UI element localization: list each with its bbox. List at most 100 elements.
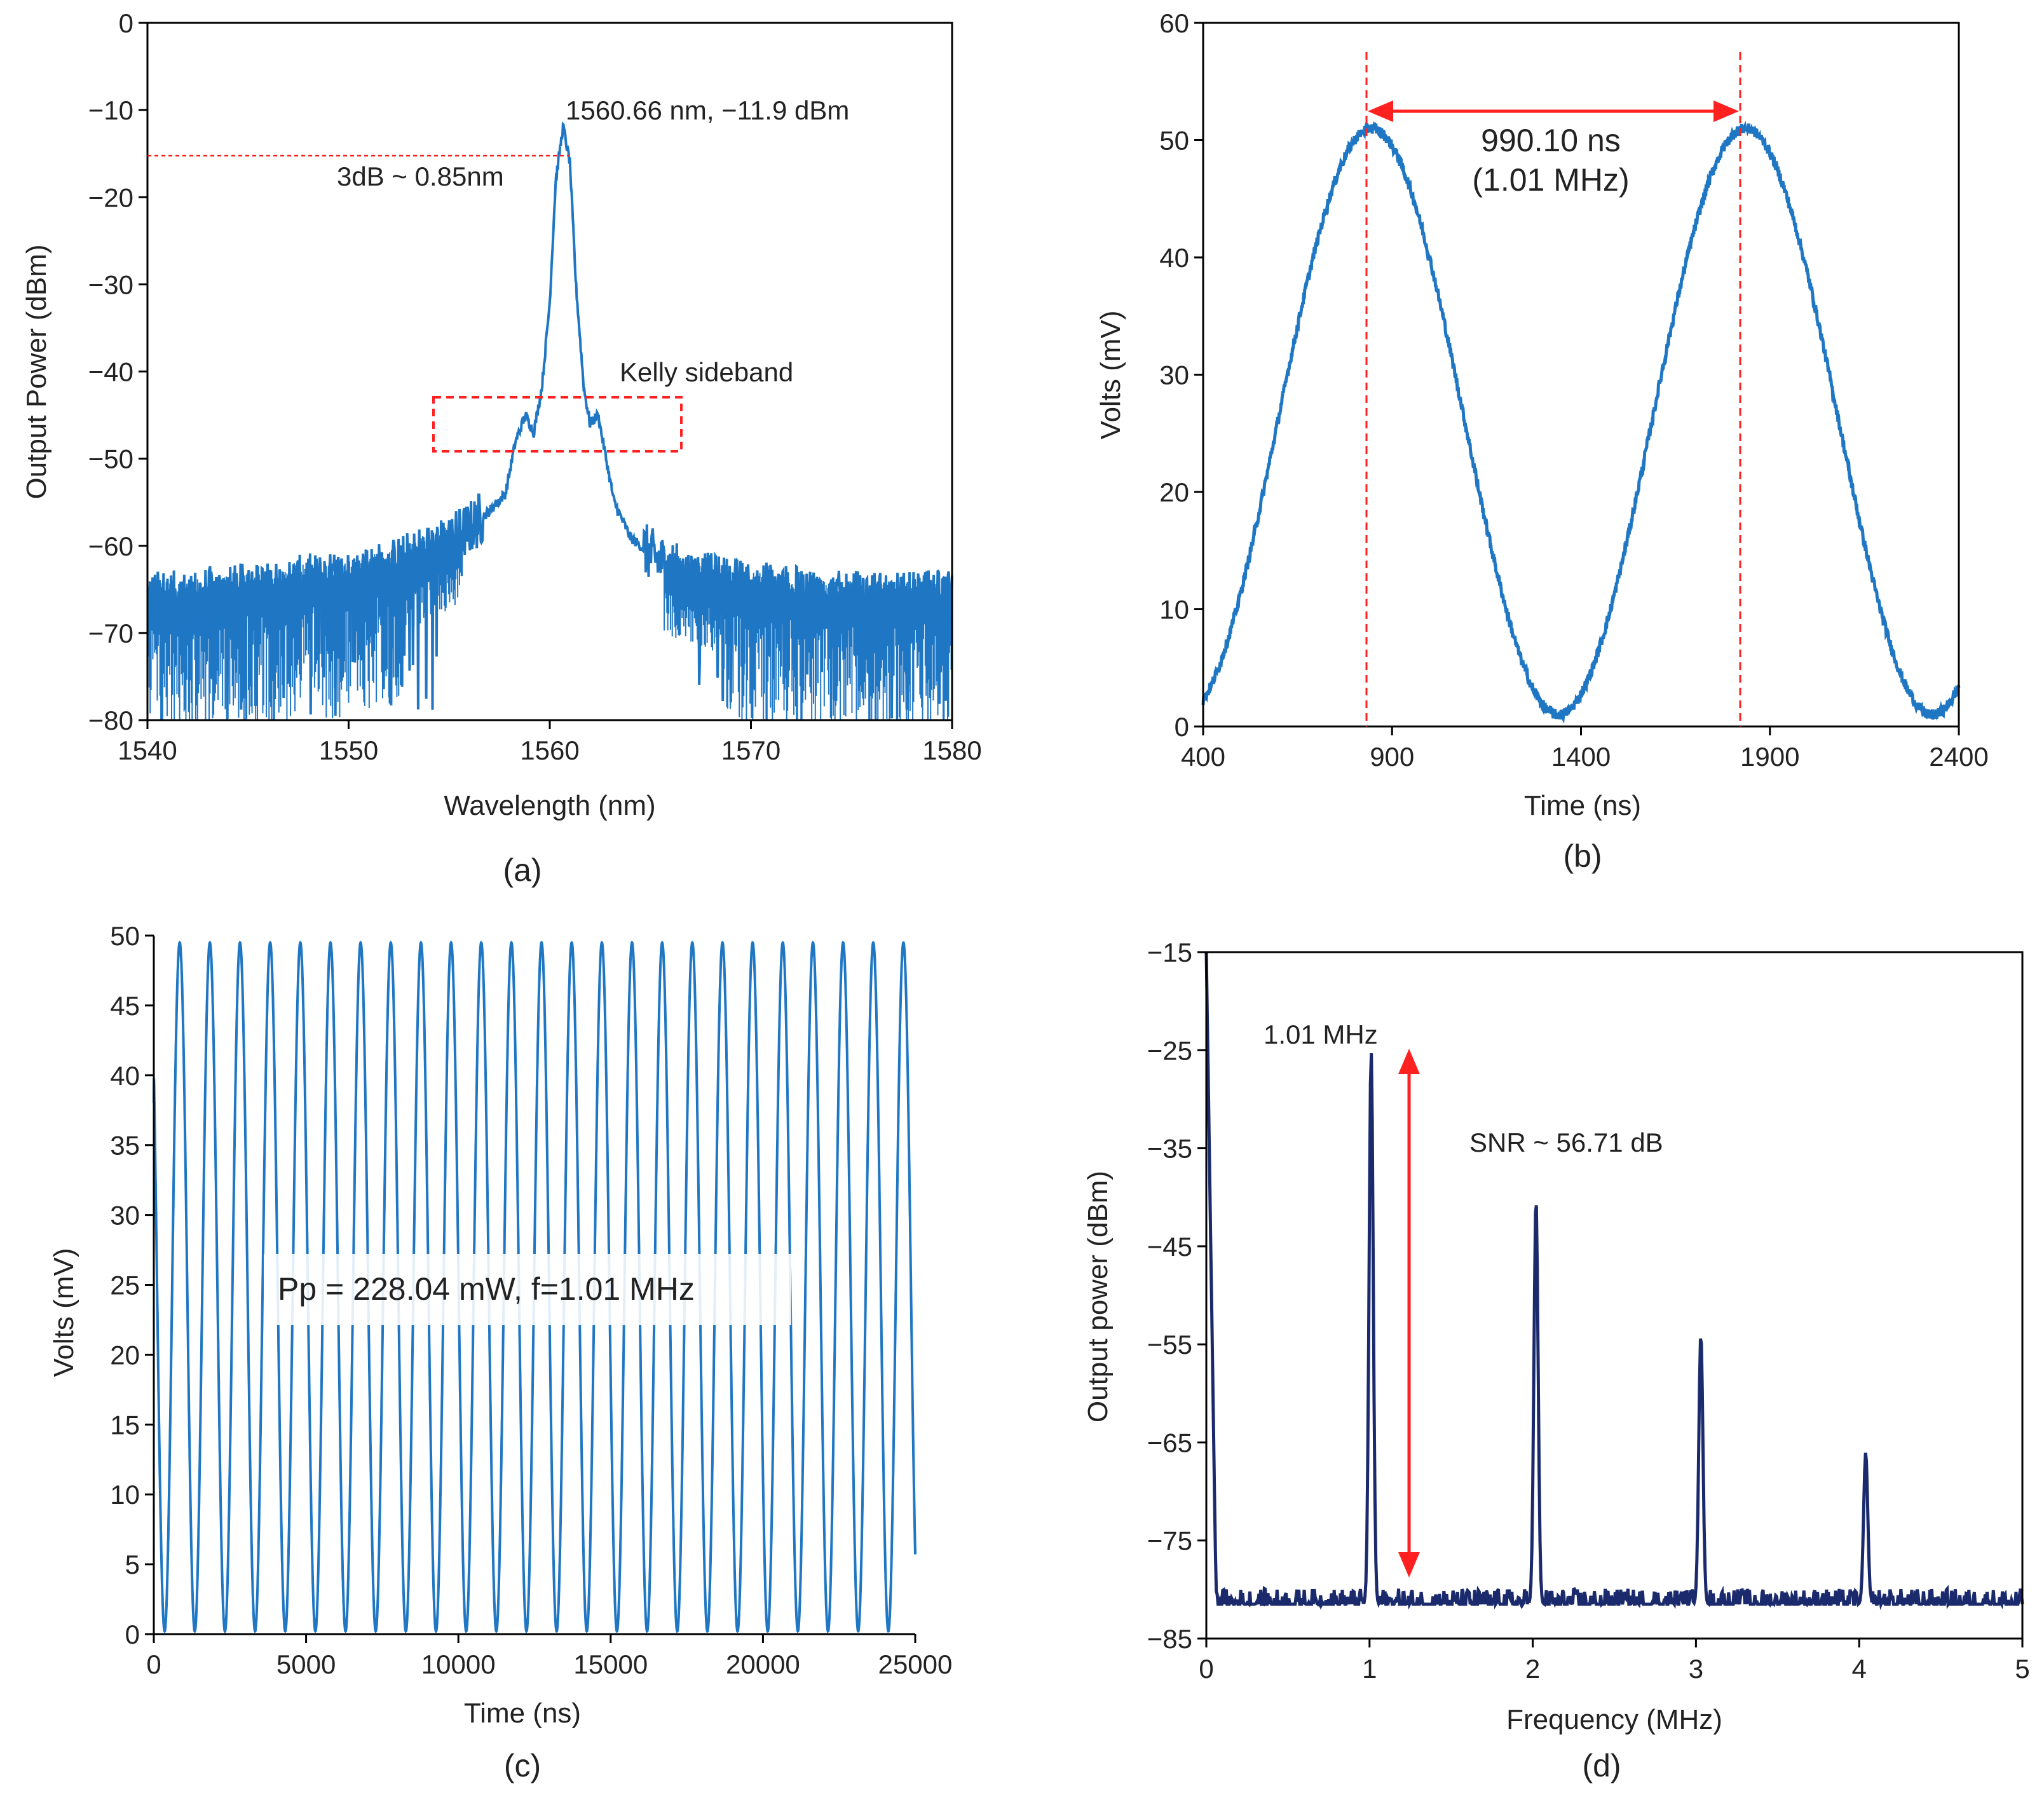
panel-a-y-tick-label: −60 (88, 531, 133, 561)
panel-a-y-tick-label: 0 (119, 8, 133, 38)
panel-a-y-tick-label: −70 (88, 618, 133, 648)
panel-a-peak-annotation: 1560.66 nm, −11.9 dBm (566, 95, 849, 125)
panel-a-y-axis-title: Output Power (dBm) (21, 244, 52, 499)
panel-b-frequency-annotation: (1.01 MHz) (1472, 162, 1629, 198)
panel-d-x-ticks: 0 1 2 3 4 5 (1199, 1639, 2030, 1684)
panel-b-y-tick-label: 60 (1159, 8, 1189, 38)
panel-a-label: (a) (503, 852, 542, 888)
panel-d-snr-annotation: SNR ~ 56.71 dB (1469, 1128, 1663, 1157)
panel-d-arrowhead-top (1398, 1049, 1420, 1074)
panel-d-x-tick-label: 2 (1525, 1654, 1540, 1684)
panel-c-y-tick-label: 40 (110, 1061, 140, 1091)
panel-b-y-axis-title: Volts (mV) (1095, 311, 1126, 440)
panel-c-y-axis-title: Volts (mV) (48, 1248, 79, 1377)
panel-c-label: (c) (504, 1748, 541, 1783)
panel-a-y-tick-label: −10 (88, 95, 133, 125)
panel-c-y-tick-label: 30 (110, 1201, 140, 1231)
panel-d-trace (1204, 951, 2024, 1611)
panel-b-arrowhead-left (1368, 100, 1393, 122)
panel-c-y-tick-label: 0 (125, 1619, 140, 1649)
panel-b-x-tick-label: 1400 (1551, 742, 1611, 772)
panel-d-plot-frame (1205, 951, 2024, 1640)
panel-b-y-tick-label: 0 (1175, 712, 1189, 742)
panel-c-y-tick-label: 25 (110, 1271, 140, 1300)
panel-c-x-axis-title: Time (ns) (464, 1698, 581, 1729)
panel-c-trace (153, 940, 916, 1634)
panel-a-3db-annotation: 3dB ~ 0.85nm (337, 161, 504, 191)
panel-b-y-tick-label: 20 (1159, 477, 1189, 507)
panel-d-y-ticks: −15 −25 −35 −45 −55 −65 −75 −85 (1147, 938, 1206, 1654)
panel-b-x-ticks: 400 900 1400 1900 2400 (1181, 726, 1989, 772)
panel-a-x-tick-label: 1540 (118, 735, 177, 765)
panel-c-y-tick-label: 20 (110, 1340, 140, 1370)
panel-a-x-ticks: 1540 1550 1560 1570 1580 (118, 720, 982, 765)
panel-c-x-ticks: 0 5000 10000 15000 20000 25000 (146, 1634, 952, 1679)
panel-a-kelly-annotation: Kelly sideband (620, 357, 793, 387)
panel-d-x-tick-label: 1 (1362, 1654, 1377, 1684)
panel-c-x-tick-label: 0 (146, 1649, 161, 1679)
panel-a-x-tick-label: 1570 (721, 735, 780, 765)
panel-c-x-tick-label: 5000 (276, 1649, 336, 1679)
panel-a-y-ticks: 0 −10 −20 −30 −40 −50 −60 −70 −80 (88, 8, 147, 735)
panel-b-y-ticks: 0 10 20 30 40 50 60 (1159, 8, 1203, 742)
panel-c-y-ticks: 0 5 10 15 20 25 30 35 40 45 50 (110, 921, 154, 1649)
panel-a-x-tick-label: 1580 (922, 735, 981, 765)
panel-c-y-tick-label: 45 (110, 991, 140, 1021)
panel-a-trace (146, 121, 953, 719)
panel-d-y-axis-title: Output power (dBm) (1082, 1171, 1114, 1422)
panel-b-arrowhead-right (1714, 100, 1739, 122)
panel-d-x-tick-label: 3 (1689, 1654, 1703, 1684)
panel-d-arrowhead-bottom (1398, 1552, 1420, 1578)
panel-a: 0−10−20−30−40−50−60−70−80 1540 1550 1560 15… (21, 8, 982, 888)
panel-b-label: (b) (1563, 838, 1602, 874)
panel-a-x-tick-label: 1560 (520, 735, 579, 765)
panel-c-y-tick-label: 5 (125, 1550, 140, 1579)
panel-d: −15 −25 −35 −45 −55 −65 −75 −85 0 1 2 3 4 5 Frequenc… (1082, 938, 2030, 1783)
panel-c-x-tick-label: 10000 (421, 1649, 496, 1679)
panel-b-x-tick-label: 2400 (1929, 742, 1988, 772)
panel-a-y-tick-label: −20 (88, 182, 133, 212)
panel-d-y-tick-label: −75 (1147, 1526, 1192, 1556)
panel-d-x-tick-label: 4 (1852, 1654, 1867, 1684)
panel-a-x-tick-label: 1550 (319, 735, 378, 765)
panel-b-y-tick-label: 40 (1159, 243, 1189, 273)
panel-b-x-tick-label: 400 (1181, 742, 1225, 772)
panel-c-y-tick-label: 35 (110, 1131, 140, 1161)
panel-b-x-axis-title: Time (ns) (1524, 790, 1641, 821)
panel-c-annotation-backdrop (264, 1254, 791, 1325)
panel-d-y-tick-label: −55 (1147, 1330, 1192, 1360)
panel-c-y-tick-label: 15 (110, 1410, 140, 1440)
panel-c-y-tick-label: 50 (110, 921, 140, 951)
panel-c-x-tick-label: 20000 (726, 1649, 800, 1679)
panel-c-x-tick-label: 25000 (878, 1649, 953, 1679)
panel-d-y-tick-label: −45 (1147, 1232, 1192, 1262)
panel-b-x-tick-label: 900 (1370, 742, 1414, 772)
panel-d-y-tick-label: −85 (1147, 1624, 1192, 1654)
panel-d-x-axis-title: Frequency (MHz) (1506, 1704, 1722, 1735)
panel-d-y-tick-label: −65 (1147, 1428, 1192, 1457)
panel-b-y-tick-label: 10 (1159, 595, 1189, 625)
panel-c-x-tick-label: 15000 (573, 1649, 648, 1679)
panel-d-y-tick-label: −35 (1147, 1134, 1192, 1164)
panel-b-x-tick-label: 1900 (1740, 742, 1799, 772)
panel-d-fundamental-annotation: 1.01 MHz (1264, 1019, 1378, 1049)
panel-d-x-tick-label: 0 (1199, 1654, 1213, 1684)
panel-d-label: (d) (1582, 1748, 1621, 1783)
panel-b-y-tick-label: 50 (1159, 126, 1189, 156)
panel-a-y-tick-label: −80 (88, 706, 133, 735)
panel-c-y-tick-label: 10 (110, 1480, 140, 1510)
panel-a-kelly-box (432, 396, 683, 453)
panel-b-trace (1201, 120, 1961, 724)
panel-d-y-tick-label: −15 (1147, 938, 1192, 967)
panel-b: 0 10 20 30 40 50 60 400 900 1400 1900 2400 Time (n… (1095, 8, 1989, 874)
panel-a-y-tick-label: −40 (88, 357, 133, 387)
panel-a-y-tick-label: −30 (88, 269, 133, 299)
panel-a-x-axis-title: Wavelength (nm) (444, 790, 655, 821)
panel-d-x-tick-label: 5 (2015, 1654, 2029, 1684)
panel-a-y-tick-label: −50 (88, 444, 133, 474)
panel-b-period-annotation: 990.10 ns (1481, 123, 1621, 158)
panel-d-y-tick-label: −25 (1147, 1035, 1192, 1065)
panel-c: 0 5 10 15 20 25 30 35 40 45 50 0 5000 10000 15000 2000… (48, 921, 952, 1783)
panel-c-annotation: Pp = 228.04 mW, f=1.01 MHz (278, 1271, 695, 1307)
